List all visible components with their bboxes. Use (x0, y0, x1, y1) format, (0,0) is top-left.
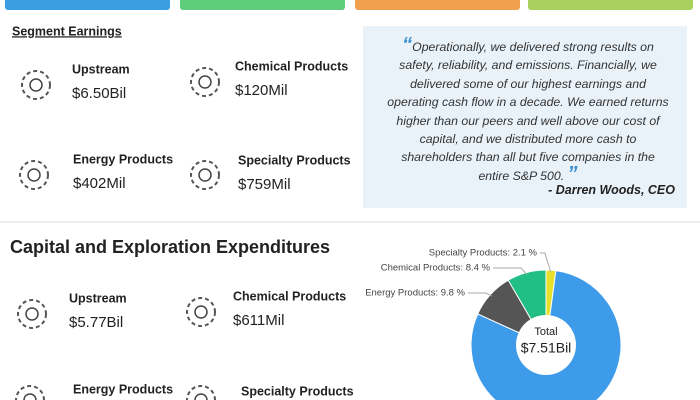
icon-ring (190, 160, 220, 190)
icon (25, 307, 39, 321)
item-label: Specialty Products (238, 153, 351, 167)
icon-ring (186, 385, 216, 400)
quote-author: - Darren Woods, CEO (548, 183, 675, 197)
center-value: $7.51Bil (521, 340, 572, 356)
item-value: $5.77Bil (69, 314, 123, 331)
item-value: $402Mil (73, 175, 126, 192)
icon (194, 305, 208, 319)
item-value: $120Mil (235, 82, 288, 99)
quote-text: “Operationally, we delivered strong resu… (385, 35, 671, 185)
center-label: Total (534, 326, 557, 338)
icon-ring (17, 299, 47, 329)
donut-hole (516, 315, 576, 375)
leader-line (493, 267, 528, 275)
item-value: $759Mil (238, 176, 291, 193)
item-label: Specialty Products (241, 384, 354, 398)
quote-mark: “ (402, 34, 413, 56)
slice-label: Chemical Products: 8.4 % (381, 263, 491, 274)
icon (198, 168, 212, 182)
quote-mark: ” (567, 162, 578, 185)
icon (27, 168, 41, 182)
pie-slice (470, 270, 622, 400)
slice-label: Specialty Products: 2.1 % (429, 248, 538, 259)
icon-ring (15, 385, 45, 400)
icon (194, 393, 208, 400)
tile (528, 0, 693, 10)
quote-body: Operationally, we delivered strong resul… (387, 40, 669, 183)
item-label: Energy Products (73, 152, 173, 166)
icon (198, 75, 212, 89)
item-label: Upstream (72, 62, 130, 76)
icon-ring (21, 70, 51, 100)
icon-ring (190, 67, 220, 97)
icon (23, 393, 37, 400)
tile (5, 0, 170, 10)
section-title: Segment Earnings (12, 24, 122, 38)
icon (29, 78, 43, 92)
item-value: $611Mil (233, 312, 284, 329)
tile (355, 0, 520, 10)
leader-line (540, 252, 552, 273)
item-value: $6.50Bil (72, 85, 126, 102)
leader-line (468, 292, 493, 297)
item-label: Upstream (69, 291, 127, 305)
icon-ring (186, 297, 216, 327)
section-title: Capital and Exploration Expenditures (10, 237, 330, 257)
quote-box: “Operationally, we delivered strong resu… (363, 26, 687, 208)
tile (180, 0, 345, 10)
icon-ring (19, 160, 49, 190)
item-label: Chemical Products (233, 289, 346, 303)
item-label: Chemical Products (235, 59, 348, 73)
item-label: Energy Products (73, 382, 173, 396)
slice-label: Energy Products: 9.8 % (365, 288, 465, 299)
